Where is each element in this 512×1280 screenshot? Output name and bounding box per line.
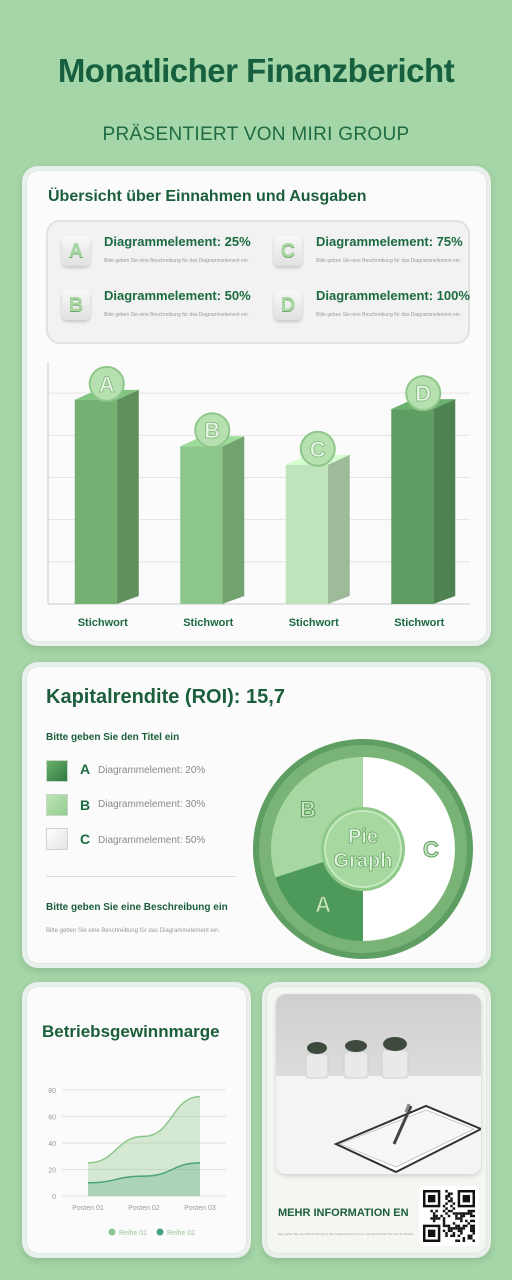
roi-letter-a: A: [80, 761, 91, 777]
bar-front: [180, 446, 223, 604]
bar-badge: [405, 375, 442, 412]
roi-legend-item-a: A Diagrammelement: 20%: [46, 760, 246, 784]
legend-desc-a: Bitte geben Sie eine Beschreibung für da…: [104, 258, 250, 264]
legend-label-c: Diagrammelement: 75%: [316, 234, 463, 249]
bar-front: [391, 409, 434, 604]
pie-label-a: A: [315, 892, 331, 917]
bar-letter: D: [415, 381, 431, 406]
area-fill-1: [88, 1096, 200, 1196]
roi-desc: Bitte geben Sie eine Beschreibung für da…: [46, 928, 221, 934]
roi-desc-title: Bitte geben Sie eine Beschreibung ein: [46, 902, 228, 913]
roi-label-c: Diagrammelement: 50%: [98, 835, 206, 846]
bar-side: [433, 399, 456, 604]
roi-swatch-a: [46, 760, 68, 782]
pie-center: [324, 810, 402, 888]
roi-label-b: Diagrammelement: 30%: [98, 799, 206, 810]
bar-letter: A: [99, 372, 115, 397]
legend-item-c: C Diagrammelement: 75% Bitte geben Sie e…: [260, 222, 470, 272]
area-xtick: Posten 02: [128, 1205, 160, 1212]
area-legend-marker: [156, 1228, 164, 1236]
page-title: Monatlicher Finanzbericht: [57, 52, 455, 89]
legend-item-d: D Diagrammelement: 100% Bitte geben Sie …: [260, 276, 470, 326]
legend-badge-c: C: [274, 236, 302, 266]
legend-badge-a: A: [62, 236, 90, 266]
overview-title: Übersicht über Einnahmen und Ausgaben: [48, 188, 367, 205]
legend-desc-c: Bitte geben Sie eine Beschreibung für da…: [316, 258, 462, 264]
legend-desc-d: Bitte geben Sie eine Beschreibung für da…: [316, 312, 462, 318]
office-photo: [276, 994, 481, 1174]
area-chart: 0 20 40 60 80 Posten 01 Posten 02 Posten 03 Reih…: [48, 1088, 226, 1237]
roi-legend-item-b: B Diagrammelement: 30%: [46, 794, 246, 818]
bar-side: [116, 389, 139, 604]
pie-center-text: Pie: [348, 826, 378, 848]
legend-label-d: Diagrammelement: 100%: [316, 288, 470, 303]
roi-label-a: Diagrammelement: 20%: [98, 765, 206, 776]
legend-label-a: Diagrammelement: 25%: [104, 234, 251, 249]
more-info-card: MEHR INFORMATION EN Bitte geben Sie eine…: [262, 982, 491, 1258]
area-ytick: 0: [52, 1194, 56, 1201]
area-ytick: 80: [48, 1088, 56, 1095]
legend-desc-b: Bitte geben Sie eine Beschreibung für da…: [104, 312, 250, 318]
roi-legend-item-c: C Diagrammelement: 50%: [46, 828, 246, 852]
bar-category-label: Stichwort: [183, 617, 233, 629]
qr-code[interactable]: [419, 1186, 479, 1246]
bar-badge: [299, 430, 336, 467]
bar-category-label: Stichwort: [289, 617, 339, 629]
overview-legend: A Diagrammelement: 25% Bitte geben Sie e…: [46, 220, 470, 344]
roi-divider: [46, 876, 236, 877]
bar-letter: C: [310, 437, 326, 462]
pie-label-c: C: [423, 837, 439, 862]
legend-badge-b: B: [62, 290, 90, 320]
area-legend-label: Reihe 02: [167, 1230, 195, 1237]
legend-label-b: Diagrammelement: 50%: [104, 288, 251, 303]
margin-title: Betriebsgewinnmarge: [42, 1022, 220, 1041]
bar-side: [327, 454, 350, 604]
area-legend-marker: [108, 1228, 116, 1236]
roi-swatch-b: [46, 794, 68, 816]
margin-card: Betriebsgewinnmarge 0 20 40 60 80 Posten 01 Po…: [22, 982, 251, 1258]
bar-chart: A Stichwort B Stichwort C Stichwort D Stichwort: [47, 362, 470, 629]
bar-category-label: Stichwort: [78, 617, 128, 629]
bar-front: [74, 399, 117, 604]
roi-letter-c: C: [80, 831, 91, 847]
roi-card: Kapitalrendite (ROI): 15,7 Bitte geben S…: [22, 662, 491, 968]
area-ytick: 40: [48, 1141, 56, 1148]
page-subtitle: PRÄSENTIERT VON MIRI GROUP: [102, 124, 410, 145]
legend-item-b: B Diagrammelement: 50% Bitte geben Sie e…: [48, 276, 258, 326]
roi-swatch-c: [46, 828, 68, 850]
area-xtick: Posten 01: [72, 1205, 104, 1212]
overview-card: Übersicht über Einnahmen und Ausgaben A …: [22, 166, 491, 646]
pie-slice-c: [363, 757, 455, 941]
bar-badge: [194, 412, 231, 449]
area-ytick: 60: [48, 1115, 56, 1122]
roi-title: Kapitalrendite (ROI): 15,7: [46, 686, 285, 708]
pie-label-b: B: [300, 797, 316, 822]
legend-badge-d: D: [274, 290, 302, 320]
bar-letter: B: [204, 418, 220, 443]
area-fill-2: [88, 1162, 200, 1196]
bar-c: C: [285, 430, 350, 604]
legend-item-a: A Diagrammelement: 25% Bitte geben Sie e…: [48, 222, 258, 272]
more-info-desc: Bitte geben Sie eine Beschreibung für da…: [278, 1232, 414, 1236]
area-ytick: 20: [48, 1168, 56, 1175]
bar-d: D: [391, 375, 456, 604]
bar-a: A: [74, 365, 139, 604]
roi-subtitle: Bitte geben Sie den Titel ein: [46, 732, 180, 743]
roi-letter-b: B: [80, 797, 91, 813]
area-legend-label: Reihe 01: [119, 1230, 147, 1237]
more-info-title: MEHR INFORMATION EN: [278, 1207, 409, 1219]
bar-category-label: Stichwort: [394, 617, 444, 629]
bar-b: B: [180, 412, 245, 604]
bar-front: [285, 464, 328, 604]
bar-badge: [88, 365, 125, 402]
bar-side: [222, 436, 245, 604]
pie-center-text: Graph: [334, 850, 393, 872]
area-xtick: Posten 03: [184, 1205, 216, 1212]
